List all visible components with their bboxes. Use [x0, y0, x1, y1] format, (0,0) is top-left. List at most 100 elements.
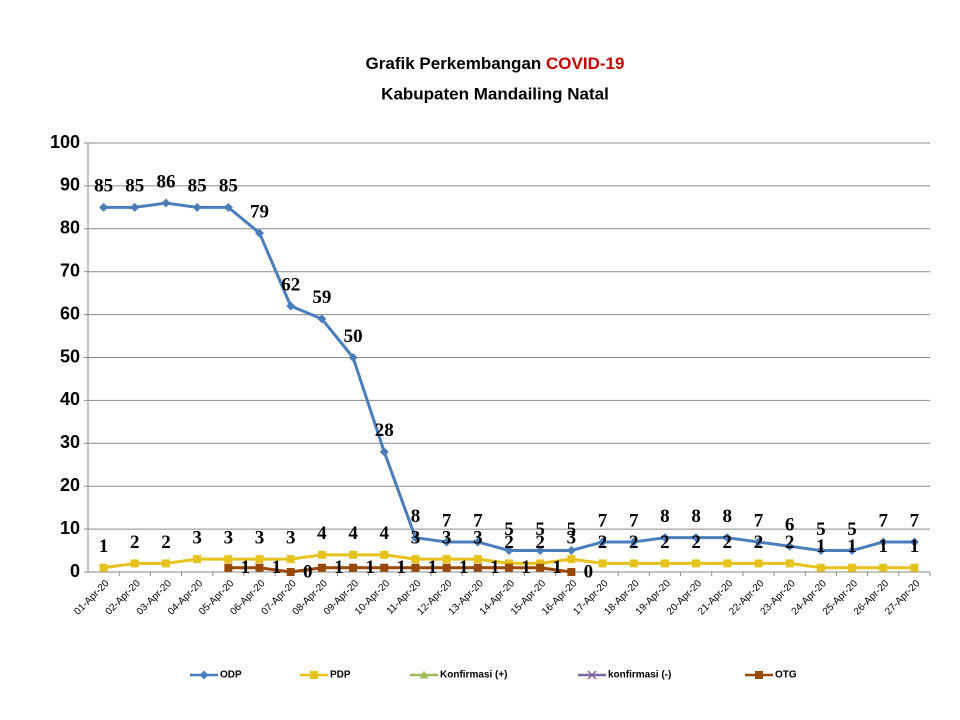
data-label: 2 — [130, 532, 140, 553]
marker — [473, 555, 482, 564]
marker — [199, 670, 209, 680]
marker — [660, 559, 669, 568]
marker — [310, 671, 318, 679]
marker — [255, 228, 265, 238]
data-label: 2 — [598, 532, 608, 553]
marker — [380, 563, 389, 572]
marker — [535, 546, 545, 556]
data-label: 1 — [397, 557, 407, 578]
data-label: 7 — [629, 510, 639, 531]
data-label: 5 — [504, 519, 514, 540]
data-label: 2 — [754, 532, 764, 553]
marker — [317, 550, 326, 559]
y-tick-label: 20 — [60, 475, 80, 495]
marker — [286, 568, 295, 576]
marker — [192, 202, 202, 212]
data-label: 1 — [428, 557, 438, 578]
data-label: 1 — [99, 536, 109, 557]
marker — [379, 447, 389, 457]
chart-title: Grafik Perkembangan COVID-19 — [366, 54, 625, 73]
data-label: 5 — [816, 519, 826, 540]
data-label: 4 — [317, 523, 327, 544]
marker — [629, 537, 639, 547]
marker — [286, 555, 295, 564]
marker — [161, 198, 171, 208]
title-text: Grafik Perkembangan — [366, 54, 542, 73]
marker — [255, 555, 264, 564]
data-label: 85 — [125, 176, 144, 197]
data-label: 1 — [910, 536, 920, 557]
marker — [753, 537, 763, 547]
y-tick-label: 60 — [60, 303, 80, 323]
data-label: 2 — [629, 532, 639, 553]
data-label: 79 — [250, 201, 269, 222]
data-label: 2 — [535, 532, 545, 553]
data-label: 4 — [380, 523, 390, 544]
marker — [691, 533, 701, 543]
marker — [816, 546, 826, 556]
legend-label: OTG — [775, 670, 797, 681]
data-label: 5 — [535, 519, 545, 540]
marker — [193, 555, 202, 564]
marker — [99, 563, 108, 572]
data-label: 0 — [584, 561, 594, 582]
marker — [442, 537, 452, 547]
marker — [910, 563, 919, 572]
data-label: 85 — [219, 176, 238, 197]
data-label: 7 — [598, 510, 608, 531]
y-tick-label: 40 — [60, 389, 80, 409]
marker — [755, 671, 763, 679]
marker — [536, 563, 545, 572]
data-label: 1 — [334, 557, 344, 578]
marker — [99, 202, 109, 212]
marker — [536, 559, 545, 568]
data-label: 5 — [847, 519, 857, 540]
marker — [224, 555, 233, 564]
marker — [473, 537, 483, 547]
data-label: 85 — [188, 176, 207, 197]
y-tick-label: 50 — [60, 346, 80, 366]
legend-item: ODP — [190, 670, 242, 681]
data-label: 3 — [411, 527, 421, 548]
marker — [161, 559, 170, 568]
marker — [504, 546, 514, 556]
data-label: 1 — [241, 557, 251, 578]
marker — [410, 533, 420, 543]
marker — [505, 563, 513, 572]
marker — [130, 202, 140, 212]
data-label: 6 — [785, 515, 795, 536]
chart-subtitle: Kabupaten Mandailing Natal — [381, 84, 609, 103]
data-label: 0 — [303, 561, 313, 582]
data-label: 1 — [365, 557, 375, 578]
data-label: 3 — [224, 527, 234, 548]
data-label: 3 — [473, 527, 483, 548]
marker — [692, 559, 701, 568]
marker — [317, 314, 327, 324]
marker — [317, 563, 326, 572]
marker — [473, 563, 482, 572]
data-label: 3 — [442, 527, 452, 548]
marker — [286, 301, 296, 311]
data-label: 85 — [94, 176, 113, 197]
y-tick-label: 0 — [70, 561, 80, 581]
marker — [567, 555, 576, 564]
legend-item: konfirmasi (-) — [578, 670, 671, 681]
y-tick-label: 10 — [60, 518, 80, 538]
y-tick-label: 90 — [60, 175, 80, 195]
data-label: 5 — [567, 519, 577, 540]
marker — [348, 353, 358, 362]
marker — [848, 563, 857, 572]
marker — [130, 559, 139, 568]
legend-label: PDP — [330, 670, 351, 681]
data-label: 3 — [567, 527, 577, 548]
marker — [785, 559, 794, 568]
legend-label: ODP — [220, 670, 242, 681]
data-label: 8 — [723, 506, 733, 527]
legend-item: Konfirmasi (+) — [410, 670, 508, 681]
data-label: 86 — [156, 171, 175, 192]
marker — [442, 563, 451, 572]
legend-label: Konfirmasi (+) — [440, 670, 508, 681]
